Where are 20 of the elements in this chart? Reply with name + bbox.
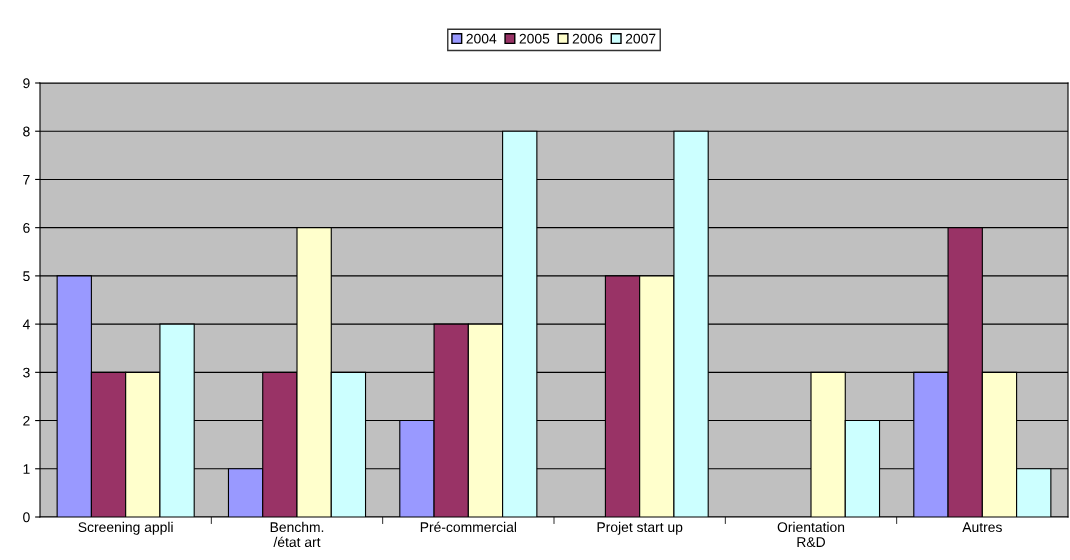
legend-label: 2005 <box>519 33 550 44</box>
y-tick-label: 6 <box>23 223 30 233</box>
x-tick-label: Autres <box>962 522 1002 533</box>
y-tick-label: 9 <box>23 78 30 89</box>
y-tick-label: 1 <box>23 464 30 474</box>
x-tick-label: Benchm. /état art <box>270 521 324 548</box>
y-tick-label: 5 <box>23 271 30 282</box>
legend-label: 2004 <box>466 33 497 44</box>
y-tick-label: 2 <box>23 415 30 426</box>
y-tick-label: 3 <box>23 367 30 378</box>
y-tick-label: 4 <box>22 319 30 330</box>
legend-label: 2007 <box>625 33 656 44</box>
x-tick-label: Screening appli <box>78 521 173 535</box>
y-tick-label: 0 <box>23 512 30 523</box>
x-tick-label: Pré-commercial <box>420 521 517 533</box>
x-tick-label: Projet start up <box>597 521 683 535</box>
x-tick-label: Orientation R&D <box>777 521 845 548</box>
legend-label: 2006 <box>572 33 603 44</box>
y-tick-label: 8 <box>23 126 30 137</box>
y-tick-label: 7 <box>23 174 30 185</box>
